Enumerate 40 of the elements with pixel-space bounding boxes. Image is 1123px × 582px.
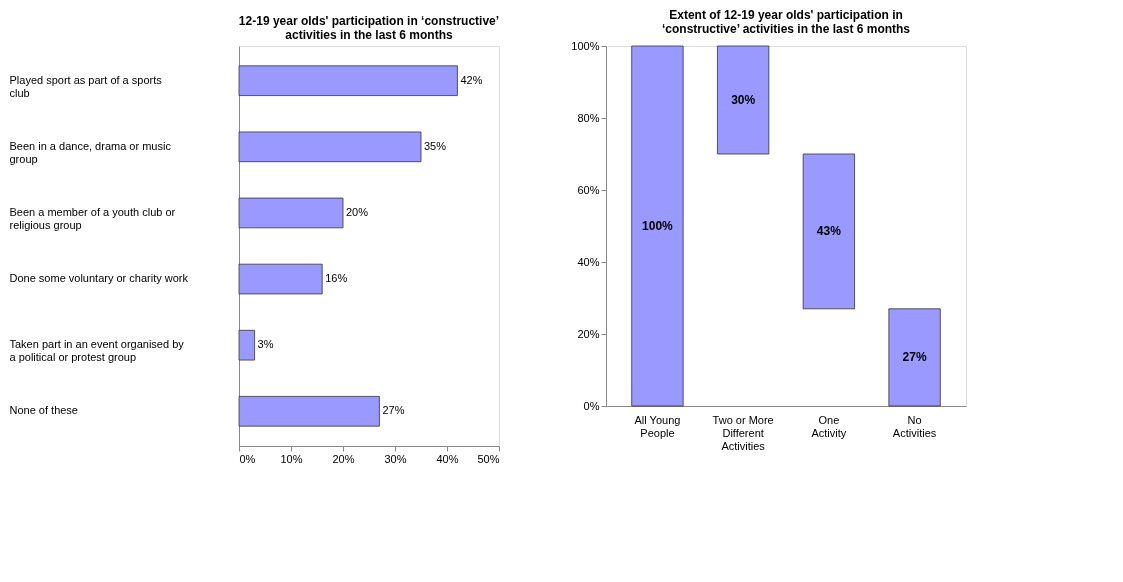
x-tick-label: Two or More Different Activities (712, 413, 774, 452)
x-tick-label: 20% (332, 452, 355, 465)
bar (888, 308, 941, 407)
x-tick-label: 30% (384, 452, 407, 465)
data-label: 27% (902, 350, 927, 365)
bar (631, 45, 684, 407)
text: 12-19 year olds' participation in ‘constructive’ (238, 14, 500, 28)
y-tick-label: 100% (571, 39, 600, 52)
y-tick-label: 20% (577, 327, 600, 340)
bar (802, 153, 855, 310)
y-tick-label: Taken part in an event organised by a political or protest group (9, 338, 185, 364)
data-label: 27% (382, 404, 405, 417)
y-tick-label: 40% (577, 255, 600, 268)
text: ‘constructive’ activities in the last 6 months (661, 22, 911, 36)
x-tick-label: 50% (477, 452, 500, 465)
x-tick-label: 10% (280, 452, 303, 465)
data-label: 3% (257, 338, 274, 351)
y-tick-label: Played sport as part of a sports club (9, 73, 163, 99)
y-tick-label: Been in a dance, drama or music group (9, 139, 172, 165)
y-tick-label: 80% (577, 111, 600, 124)
y-tick-label: Been a member of a youth club or religious group (9, 205, 176, 231)
x-tick-label: 40% (436, 452, 459, 465)
y-tick-label: 0% (583, 399, 600, 412)
data-label: 20% (346, 205, 369, 218)
bar (717, 45, 770, 155)
x-tick-label: One Activity (811, 413, 847, 439)
text: Extent of 12-19 year olds' participation in (669, 8, 903, 22)
data-label: 35% (424, 139, 447, 152)
y-tick-label: None of these (9, 404, 78, 417)
data-label: 100% (642, 219, 674, 233)
data-label: 42% (460, 73, 483, 86)
text: activities in the last 6 months (285, 28, 453, 42)
y-tick-label: 60% (577, 183, 600, 196)
y-tick-label: Done some voluntary or charity work (9, 272, 189, 285)
x-tick-label: 0% (239, 452, 256, 465)
data-label: 43% (816, 224, 842, 239)
data-label: 30% (731, 93, 756, 107)
x-tick-label: No Activities (892, 413, 937, 439)
data-label: 16% (325, 272, 348, 285)
x-tick-label: All Young People (634, 413, 681, 439)
